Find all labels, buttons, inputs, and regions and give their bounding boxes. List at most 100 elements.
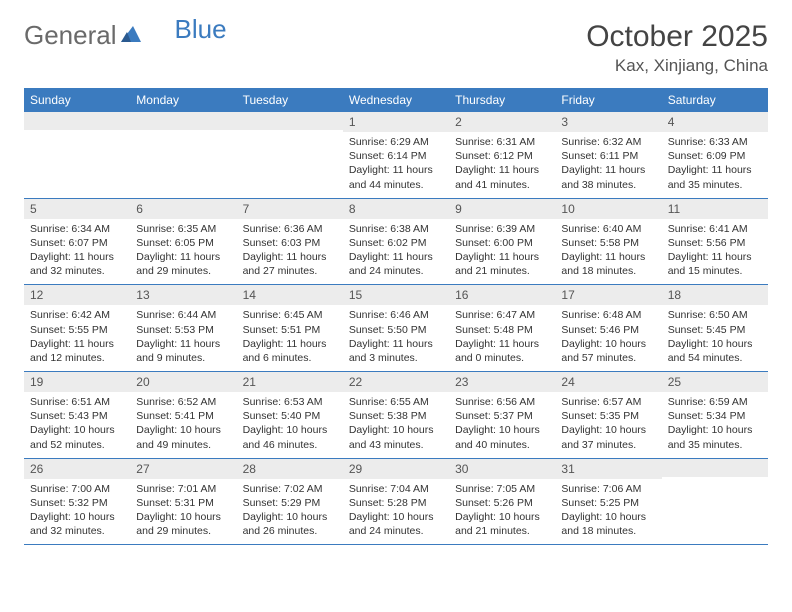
day-content (662, 477, 768, 527)
sunrise-text: Sunrise: 7:05 AM (455, 482, 549, 496)
sunrise-text: Sunrise: 6:34 AM (30, 222, 124, 236)
daylight-text: Daylight: 11 hours and 38 minutes. (561, 163, 655, 191)
daylight-text: Daylight: 10 hours and 46 minutes. (243, 423, 337, 451)
day-cell: 6Sunrise: 6:35 AMSunset: 6:05 PMDaylight… (130, 198, 236, 285)
daylight-text: Daylight: 11 hours and 44 minutes. (349, 163, 443, 191)
daylight-text: Daylight: 11 hours and 24 minutes. (349, 250, 443, 278)
day-content: Sunrise: 6:33 AMSunset: 6:09 PMDaylight:… (662, 132, 768, 198)
daylight-text: Daylight: 11 hours and 21 minutes. (455, 250, 549, 278)
daylight-text: Daylight: 10 hours and 40 minutes. (455, 423, 549, 451)
sunset-text: Sunset: 5:26 PM (455, 496, 549, 510)
day-content: Sunrise: 7:02 AMSunset: 5:29 PMDaylight:… (237, 479, 343, 545)
sunset-text: Sunset: 6:02 PM (349, 236, 443, 250)
day-content: Sunrise: 6:55 AMSunset: 5:38 PMDaylight:… (343, 392, 449, 458)
day-number: 14 (237, 285, 343, 305)
day-number: 17 (555, 285, 661, 305)
daylight-text: Daylight: 11 hours and 9 minutes. (136, 337, 230, 365)
day-cell (237, 112, 343, 198)
day-cell: 10Sunrise: 6:40 AMSunset: 5:58 PMDayligh… (555, 198, 661, 285)
sunset-text: Sunset: 5:41 PM (136, 409, 230, 423)
day-number: 1 (343, 112, 449, 132)
sunset-text: Sunset: 5:45 PM (668, 323, 762, 337)
day-cell: 2Sunrise: 6:31 AMSunset: 6:12 PMDaylight… (449, 112, 555, 198)
header: General Blue October 2025 Kax, Xinjiang,… (24, 20, 768, 76)
day-number: 7 (237, 199, 343, 219)
day-number: 2 (449, 112, 555, 132)
day-content: Sunrise: 6:34 AMSunset: 6:07 PMDaylight:… (24, 219, 130, 285)
day-content: Sunrise: 6:32 AMSunset: 6:11 PMDaylight:… (555, 132, 661, 198)
sunrise-text: Sunrise: 6:40 AM (561, 222, 655, 236)
sunrise-text: Sunrise: 7:06 AM (561, 482, 655, 496)
sunrise-text: Sunrise: 7:02 AM (243, 482, 337, 496)
daylight-text: Daylight: 11 hours and 27 minutes. (243, 250, 337, 278)
week-row: 12Sunrise: 6:42 AMSunset: 5:55 PMDayligh… (24, 285, 768, 372)
sunset-text: Sunset: 5:35 PM (561, 409, 655, 423)
day-label: Monday (130, 88, 236, 112)
day-content: Sunrise: 6:39 AMSunset: 6:00 PMDaylight:… (449, 219, 555, 285)
sunset-text: Sunset: 5:58 PM (561, 236, 655, 250)
day-number: 9 (449, 199, 555, 219)
day-cell: 11Sunrise: 6:41 AMSunset: 5:56 PMDayligh… (662, 198, 768, 285)
day-number: 24 (555, 372, 661, 392)
day-cell: 21Sunrise: 6:53 AMSunset: 5:40 PMDayligh… (237, 372, 343, 459)
day-content: Sunrise: 6:51 AMSunset: 5:43 PMDaylight:… (24, 392, 130, 458)
sunset-text: Sunset: 6:03 PM (243, 236, 337, 250)
day-label: Wednesday (343, 88, 449, 112)
day-number: 5 (24, 199, 130, 219)
day-cell (662, 458, 768, 545)
sunrise-text: Sunrise: 6:50 AM (668, 308, 762, 322)
logo-text-general: General (24, 20, 117, 51)
day-content (130, 130, 236, 180)
sunrise-text: Sunrise: 6:46 AM (349, 308, 443, 322)
daylight-text: Daylight: 10 hours and 37 minutes. (561, 423, 655, 451)
sunset-text: Sunset: 5:48 PM (455, 323, 549, 337)
day-cell: 23Sunrise: 6:56 AMSunset: 5:37 PMDayligh… (449, 372, 555, 459)
day-content: Sunrise: 6:41 AMSunset: 5:56 PMDaylight:… (662, 219, 768, 285)
sunset-text: Sunset: 5:56 PM (668, 236, 762, 250)
day-number: 3 (555, 112, 661, 132)
day-cell: 1Sunrise: 6:29 AMSunset: 6:14 PMDaylight… (343, 112, 449, 198)
day-number: 22 (343, 372, 449, 392)
sunrise-text: Sunrise: 6:57 AM (561, 395, 655, 409)
sunrise-text: Sunrise: 6:51 AM (30, 395, 124, 409)
sunset-text: Sunset: 5:29 PM (243, 496, 337, 510)
day-cell: 25Sunrise: 6:59 AMSunset: 5:34 PMDayligh… (662, 372, 768, 459)
week-row: 26Sunrise: 7:00 AMSunset: 5:32 PMDayligh… (24, 458, 768, 545)
day-number: 29 (343, 459, 449, 479)
day-number: 15 (343, 285, 449, 305)
day-content: Sunrise: 6:47 AMSunset: 5:48 PMDaylight:… (449, 305, 555, 371)
day-cell: 19Sunrise: 6:51 AMSunset: 5:43 PMDayligh… (24, 372, 130, 459)
sunrise-text: Sunrise: 7:00 AM (30, 482, 124, 496)
month-title: October 2025 (586, 20, 768, 54)
daylight-text: Daylight: 11 hours and 18 minutes. (561, 250, 655, 278)
daylight-text: Daylight: 10 hours and 57 minutes. (561, 337, 655, 365)
day-number: 31 (555, 459, 661, 479)
sunset-text: Sunset: 5:38 PM (349, 409, 443, 423)
day-cell: 28Sunrise: 7:02 AMSunset: 5:29 PMDayligh… (237, 458, 343, 545)
week-row: 19Sunrise: 6:51 AMSunset: 5:43 PMDayligh… (24, 372, 768, 459)
sunset-text: Sunset: 6:12 PM (455, 149, 549, 163)
day-cell: 5Sunrise: 6:34 AMSunset: 6:07 PMDaylight… (24, 198, 130, 285)
sunset-text: Sunset: 5:28 PM (349, 496, 443, 510)
daylight-text: Daylight: 10 hours and 29 minutes. (136, 510, 230, 538)
sunset-text: Sunset: 5:34 PM (668, 409, 762, 423)
day-label: Saturday (662, 88, 768, 112)
day-cell: 17Sunrise: 6:48 AMSunset: 5:46 PMDayligh… (555, 285, 661, 372)
day-number: 13 (130, 285, 236, 305)
sunrise-text: Sunrise: 6:59 AM (668, 395, 762, 409)
day-cell: 13Sunrise: 6:44 AMSunset: 5:53 PMDayligh… (130, 285, 236, 372)
day-cell: 9Sunrise: 6:39 AMSunset: 6:00 PMDaylight… (449, 198, 555, 285)
sunrise-text: Sunrise: 7:01 AM (136, 482, 230, 496)
title-block: October 2025 Kax, Xinjiang, China (586, 20, 768, 76)
sunrise-text: Sunrise: 6:56 AM (455, 395, 549, 409)
sunset-text: Sunset: 6:14 PM (349, 149, 443, 163)
daylight-text: Daylight: 11 hours and 35 minutes. (668, 163, 762, 191)
sunset-text: Sunset: 5:40 PM (243, 409, 337, 423)
day-content: Sunrise: 6:36 AMSunset: 6:03 PMDaylight:… (237, 219, 343, 285)
day-content: Sunrise: 6:38 AMSunset: 6:02 PMDaylight:… (343, 219, 449, 285)
day-cell: 12Sunrise: 6:42 AMSunset: 5:55 PMDayligh… (24, 285, 130, 372)
sunrise-text: Sunrise: 6:39 AM (455, 222, 549, 236)
day-content: Sunrise: 6:40 AMSunset: 5:58 PMDaylight:… (555, 219, 661, 285)
daylight-text: Daylight: 10 hours and 21 minutes. (455, 510, 549, 538)
day-cell: 7Sunrise: 6:36 AMSunset: 6:03 PMDaylight… (237, 198, 343, 285)
